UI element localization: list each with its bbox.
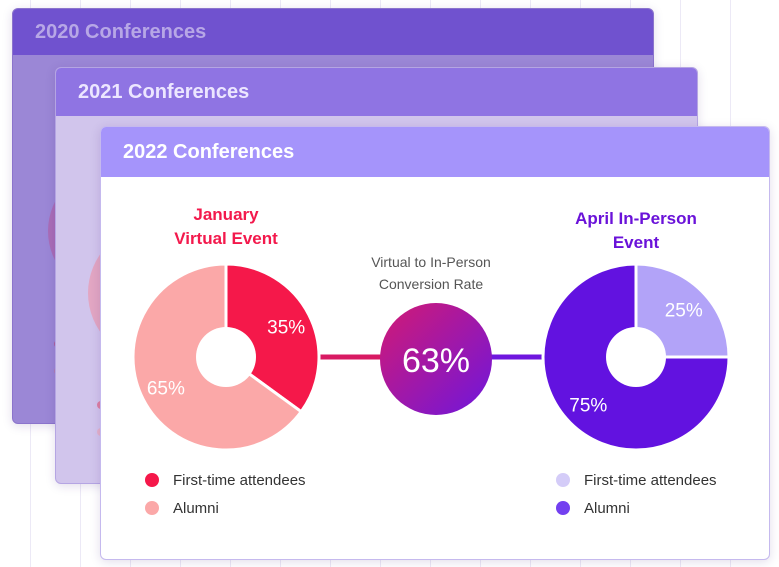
charts-canvas: 63% 35% 65% 25% 75% [131,262,731,452]
slice-alumni-virtual-label: 65% [147,379,185,400]
donut-hole [606,327,666,387]
donut-hole [196,327,256,387]
card-2022-title: 2022 Conferences [101,127,769,177]
right-legend: First-time attendees Alumni [556,466,717,522]
conversion-circle [380,303,492,415]
slice-first-time-virtual-label: 35% [267,317,305,338]
legend-item-alumni-inperson: Alumni [556,494,717,522]
card-2021-title: 2021 Conferences [56,68,697,116]
right-event-title: April In-Person Event [536,207,736,255]
slice-alumni-inperson [541,262,731,452]
slice-first-time-inperson-label: 25% [665,300,703,321]
legend-dot-first-time-virtual [145,473,159,487]
legend-item-first-time-virtual: First-time attendees [145,466,306,494]
legend-dot-first-time-inperson [556,473,570,487]
legend-label-alumni-virtual: Alumni [173,499,219,517]
legend-label-alumni-inperson: Alumni [584,499,630,517]
left-legend: First-time attendees Alumni [145,466,306,522]
right-event-title-line2: Event [612,233,660,252]
legend-item-first-time-inperson: First-time attendees [556,466,717,494]
pie-april-in-person: 25% 75% [541,262,731,452]
legend-dot-alumni-inperson [556,501,570,515]
card-2022-conferences: 2022 Conferences January Virtual Event A… [100,126,770,560]
right-event-title-line1: April In-Person [575,209,697,228]
pie-january-virtual: 35% 65% [131,262,321,452]
left-event-title-line2: Virtual Event [174,229,278,248]
conversion-label-line1: Virtual to In-Person [371,254,491,270]
left-event-title-line1: January [193,205,259,224]
legend-label-first-time-inperson: First-time attendees [584,471,717,489]
left-event-title: January Virtual Event [126,203,326,251]
conversion-label-line2: Conversion Rate [378,276,484,292]
card-2020-title: 2020 Conferences [13,9,653,55]
slice-first-time-virtual [224,262,321,414]
legend-item-alumni-virtual: Alumni [145,494,306,522]
conversion-value: 63% [402,342,470,380]
legend-dot-alumni-virtual [145,501,159,515]
legend-label-first-time-virtual: First-time attendees [173,471,306,489]
conversion-label: Virtual to In-Person Conversion Rate [336,251,526,295]
slice-alumni-inperson-label: 75% [569,396,607,417]
slice-first-time-inperson [634,262,731,359]
